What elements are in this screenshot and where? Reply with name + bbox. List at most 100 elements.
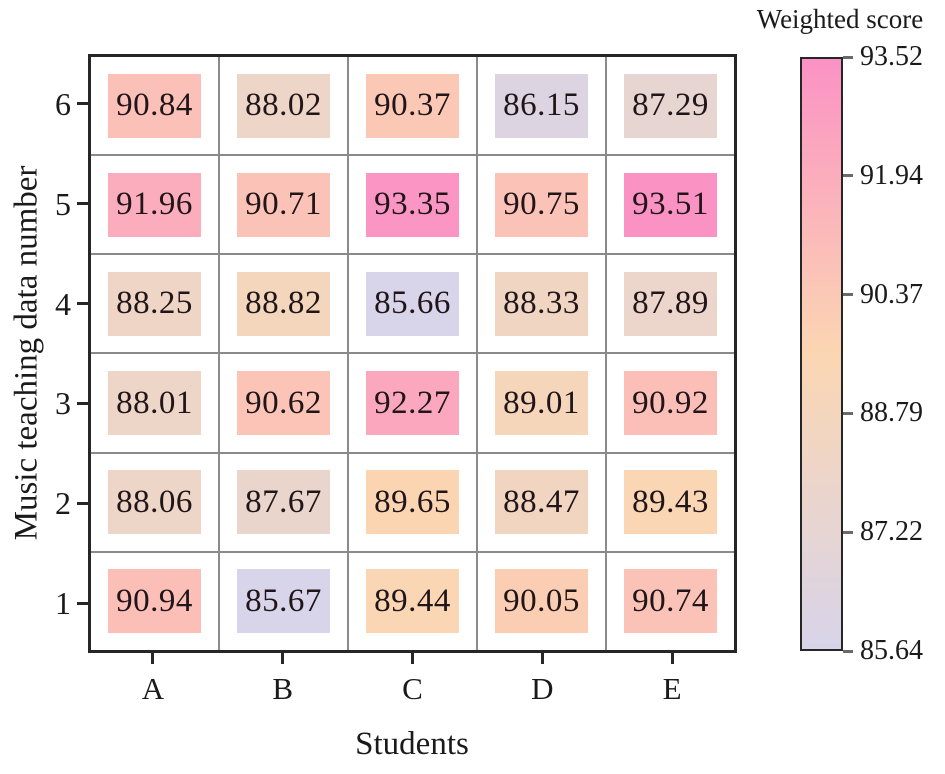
heatmap-cell: 88.25 bbox=[91, 255, 218, 353]
cell-value: 90.62 bbox=[245, 384, 322, 421]
heatmap-cell: 89.65 bbox=[349, 453, 476, 551]
colorbar-tick-label: 87.22 bbox=[860, 516, 923, 548]
cell-patch: 88.33 bbox=[495, 271, 588, 336]
cell-patch: 87.89 bbox=[624, 271, 717, 336]
heatmap-cell: 90.71 bbox=[220, 156, 347, 254]
cell-value: 88.01 bbox=[116, 384, 193, 421]
colorbar-tick-mark bbox=[843, 649, 853, 653]
colorbar bbox=[800, 57, 843, 651]
y-tick-label: 1 bbox=[55, 585, 71, 622]
cell-value: 88.06 bbox=[116, 483, 193, 520]
y-tick-label: 2 bbox=[55, 485, 71, 522]
cell-patch: 91.96 bbox=[108, 172, 201, 237]
cell-value: 87.89 bbox=[632, 285, 709, 322]
x-tick-mark bbox=[411, 653, 414, 664]
heatmap-cell: 86.15 bbox=[478, 57, 605, 155]
colorbar-tick-label: 90.37 bbox=[860, 278, 923, 310]
heatmap-cell: 88.47 bbox=[478, 453, 605, 551]
cell-patch: 90.71 bbox=[237, 172, 330, 237]
cell-value: 88.02 bbox=[245, 87, 322, 124]
colorbar-tick-label: 93.52 bbox=[860, 41, 923, 72]
x-tick-label: B bbox=[272, 671, 294, 706]
heatmap-cell: 85.67 bbox=[220, 552, 347, 650]
heatmap-cell: 90.84 bbox=[91, 57, 218, 155]
heatmap-cell: 90.74 bbox=[607, 552, 734, 650]
cell-patch: 87.67 bbox=[237, 470, 330, 535]
x-tick-label: D bbox=[531, 671, 554, 706]
cell-patch: 86.15 bbox=[495, 73, 588, 138]
heatmap-cell: 87.89 bbox=[607, 255, 734, 353]
x-axis-title: Students bbox=[355, 726, 469, 762]
cell-patch: 90.92 bbox=[624, 371, 717, 436]
cell-patch: 88.47 bbox=[495, 470, 588, 535]
x-tick-mark bbox=[540, 653, 544, 664]
cell-value: 90.94 bbox=[116, 582, 193, 619]
cell-value: 90.37 bbox=[374, 87, 451, 124]
cell-value: 85.67 bbox=[245, 582, 322, 619]
cell-value: 90.75 bbox=[503, 186, 580, 223]
cell-patch: 89.44 bbox=[366, 569, 459, 634]
cell-patch: 88.02 bbox=[237, 73, 330, 138]
x-tick-mark bbox=[670, 653, 674, 664]
cell-patch: 90.05 bbox=[495, 569, 588, 634]
cell-value: 85.66 bbox=[374, 285, 451, 322]
y-tick-label: 3 bbox=[55, 385, 71, 422]
cell-patch: 90.62 bbox=[237, 371, 330, 436]
cell-value: 93.51 bbox=[632, 186, 709, 223]
y-tick-mark bbox=[77, 202, 88, 206]
cell-value: 90.74 bbox=[632, 582, 709, 619]
cell-patch: 89.01 bbox=[495, 371, 588, 436]
y-tick-mark bbox=[77, 501, 88, 505]
heatmap-cell: 92.27 bbox=[349, 354, 476, 452]
cell-patch: 90.37 bbox=[366, 73, 459, 138]
colorbar-tick-label: 88.79 bbox=[860, 397, 923, 429]
cell-patch: 90.84 bbox=[108, 73, 201, 138]
heatmap-cell: 88.82 bbox=[220, 255, 347, 353]
heatmap-plot: 90.84 88.02 90.37 86.15 87.29 91.96 90.71 93.35… bbox=[88, 54, 737, 653]
heatmap-cell: 89.43 bbox=[607, 453, 734, 551]
cell-patch: 89.65 bbox=[366, 470, 459, 535]
cell-value: 89.44 bbox=[374, 582, 451, 619]
cell-patch: 88.82 bbox=[237, 271, 330, 336]
y-tick-label: 4 bbox=[55, 285, 71, 322]
colorbar-tick-mark bbox=[843, 174, 853, 178]
heatmap-cell: 90.05 bbox=[478, 552, 605, 650]
heatmap-cell: 88.02 bbox=[220, 57, 347, 155]
colorbar-title: Weighted score bbox=[756, 4, 924, 34]
cell-patch: 90.75 bbox=[495, 172, 588, 237]
heatmap-cell: 85.66 bbox=[349, 255, 476, 353]
cell-value: 91.96 bbox=[116, 186, 193, 223]
cell-value: 90.71 bbox=[245, 186, 322, 223]
y-tick-label: 6 bbox=[55, 85, 71, 122]
cell-patch: 87.29 bbox=[624, 73, 717, 138]
cell-value: 88.25 bbox=[116, 285, 193, 322]
x-tick-label: C bbox=[402, 671, 423, 706]
cell-value: 87.67 bbox=[245, 483, 322, 520]
cell-patch: 89.43 bbox=[624, 470, 717, 535]
colorbar-tick-mark bbox=[843, 55, 853, 59]
heatmap-cell: 88.06 bbox=[91, 453, 218, 551]
heatmap-cell: 91.96 bbox=[91, 156, 218, 254]
heatmap-cell: 93.51 bbox=[607, 156, 734, 254]
cell-value: 93.35 bbox=[374, 186, 451, 223]
cell-patch: 88.06 bbox=[108, 470, 201, 535]
heatmap-cell: 88.33 bbox=[478, 255, 605, 353]
y-tick-mark bbox=[77, 401, 88, 405]
heatmap-cell: 88.01 bbox=[91, 354, 218, 452]
y-tick-label: 5 bbox=[55, 185, 71, 222]
x-tick-mark bbox=[151, 653, 155, 664]
colorbar-tick-mark bbox=[843, 411, 853, 415]
y-tick-mark bbox=[77, 601, 88, 605]
cell-patch: 85.67 bbox=[237, 569, 330, 634]
heatmap-cell: 90.94 bbox=[91, 552, 218, 650]
cell-patch: 92.27 bbox=[366, 371, 459, 436]
cell-value: 92.27 bbox=[374, 384, 451, 421]
heatmap-cell: 87.67 bbox=[220, 453, 347, 551]
x-tick-label: E bbox=[662, 671, 682, 706]
y-axis-title: Music teaching data number bbox=[8, 165, 45, 541]
cell-value: 90.84 bbox=[116, 87, 193, 124]
cell-patch: 93.51 bbox=[624, 172, 717, 237]
heatmap-cell: 89.44 bbox=[349, 552, 476, 650]
colorbar-tick-mark bbox=[843, 530, 853, 534]
